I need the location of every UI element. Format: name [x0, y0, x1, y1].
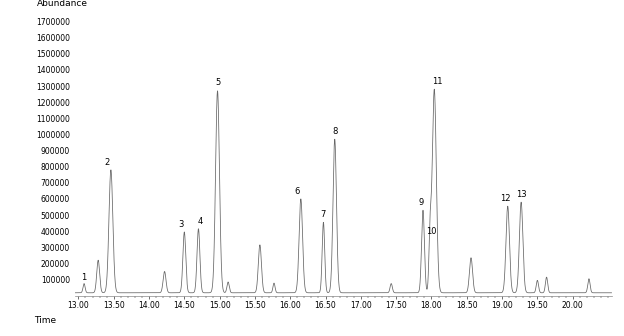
Text: 1: 1 [80, 273, 86, 282]
Text: Time: Time [34, 317, 56, 325]
Text: 3: 3 [178, 220, 183, 229]
Text: 11: 11 [432, 77, 443, 86]
Text: 2: 2 [104, 158, 109, 167]
Text: Abundance: Abundance [37, 0, 89, 8]
Text: 13: 13 [517, 190, 527, 199]
Text: 4: 4 [198, 217, 203, 226]
Text: 5: 5 [215, 78, 220, 87]
Text: 7: 7 [320, 210, 325, 219]
Text: 8: 8 [333, 127, 338, 136]
Text: 9: 9 [418, 198, 424, 207]
Text: 6: 6 [295, 187, 300, 196]
Text: 10: 10 [426, 226, 437, 236]
Text: 12: 12 [500, 194, 510, 203]
